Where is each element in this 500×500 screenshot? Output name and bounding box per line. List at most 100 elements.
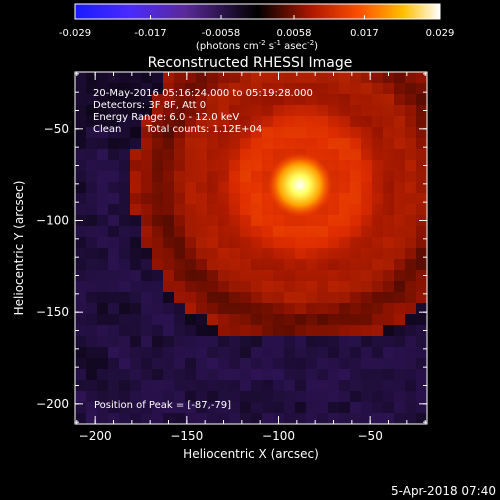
image-pixel [86,237,97,248]
image-pixel [196,72,207,83]
image-pixel [416,270,427,281]
annotation-peak-position: Position of Peak = [-87,-79] [94,400,231,411]
image-pixel [361,413,372,424]
image-pixel [86,83,97,94]
image-pixel [218,314,229,325]
image-pixel [75,149,86,160]
image-pixel [372,347,383,358]
image-pixel [163,314,174,325]
image-pixel [97,270,108,281]
image-pixel [108,281,119,292]
image-pixel [86,160,97,171]
image-pixel [108,380,119,391]
image-pixel [108,369,119,380]
image-pixel [383,347,394,358]
image-pixel [229,413,240,424]
image-pixel [130,105,141,116]
image-pixel [119,237,130,248]
image-pixel [207,380,218,391]
image-pixel [394,336,405,347]
colorbar-tick-label: -0.017 [134,28,166,39]
image-pixel [174,292,185,303]
image-pixel [141,248,152,259]
image-pixel [405,369,416,380]
image-pixel [86,94,97,105]
image-pixel [130,215,141,226]
image-pixel [75,314,86,325]
image-pixel [229,402,240,413]
image-pixel [130,402,141,413]
image-pixel [361,358,372,369]
image-pixel [174,281,185,292]
image-pixel [251,402,262,413]
x-tick-label: −50 [358,429,383,443]
image-pixel [185,72,196,83]
image-pixel [86,72,97,83]
image-pixel [306,358,317,369]
image-pixel [229,358,240,369]
x-axis: −200 −150 −100 −50 [76,72,426,443]
image-pixel [185,391,196,402]
image-pixel [130,314,141,325]
image-pixel [218,413,229,424]
colorbar-tick-label: -0.0058 [202,28,241,39]
image-pixel [152,391,163,402]
image-pixel [240,402,251,413]
image-pixel [416,303,427,314]
image-pixel [317,391,328,402]
image-pixel [262,369,273,380]
image-pixel [361,325,372,336]
image-pixel [163,369,174,380]
image-pixel [295,347,306,358]
image-pixel [262,347,273,358]
colorbar-tick-label: -0.029 [59,28,91,39]
image-pixel [339,369,350,380]
image-pixel [108,303,119,314]
image-pixel [119,105,130,116]
image-pixel [97,83,108,94]
image-pixel [119,391,130,402]
image-pixel [185,336,196,347]
image-pixel [130,72,141,83]
image-pixel [174,336,185,347]
image-pixel [196,358,207,369]
image-pixel [394,402,405,413]
image-pixel [108,193,119,204]
image-pixel [97,303,108,314]
image-pixel [295,358,306,369]
image-pixel [350,380,361,391]
image-pixel [86,281,97,292]
image-pixel [108,149,119,160]
image-pixel [240,336,251,347]
image-pixel [97,105,108,116]
image-pixel [185,380,196,391]
image-pixel [273,380,284,391]
image-pixel [295,402,306,413]
image-pixel [108,314,119,325]
image-pixel [130,160,141,171]
image-pixel [86,391,97,402]
image-pixel [119,160,130,171]
image-pixel [350,336,361,347]
image-pixel [372,336,383,347]
plot-title: Reconstructed RHESSI Image [148,55,353,71]
x-tick-label: −100 [262,429,295,443]
image-pixel [108,259,119,270]
image-pixel [108,171,119,182]
image-pixel [86,226,97,237]
image-pixel [141,358,152,369]
image-pixel [295,325,306,336]
image-pixel [119,193,130,204]
image-pixel [152,292,163,303]
image-pixel [130,83,141,94]
image-pixel [174,83,185,94]
image-pixel [218,402,229,413]
image-pixel [174,347,185,358]
image-pixel [405,314,416,325]
image-pixel [185,325,196,336]
image-pixel [174,358,185,369]
image-pixel [394,369,405,380]
annotation-clean: Clean [93,124,121,135]
image-pixel [372,402,383,413]
image-pixel [251,358,262,369]
